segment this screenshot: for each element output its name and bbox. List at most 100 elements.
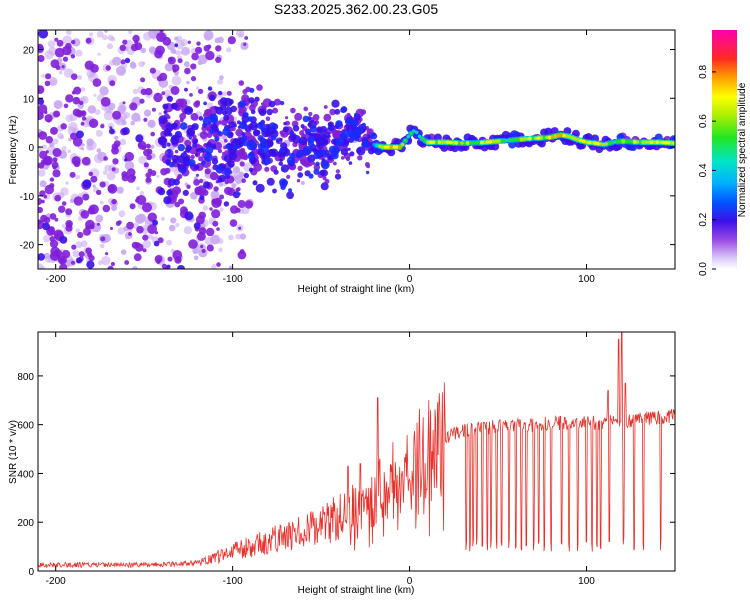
- spectrogram-cell: [610, 140, 614, 145]
- spectrogram-cell: [499, 139, 504, 143]
- spectrogram-cell: [172, 50, 177, 55]
- spectrogram-cell: [129, 203, 136, 210]
- spectrogram-cell: [322, 138, 329, 145]
- spectrogram-cell: [192, 142, 198, 148]
- spectrogram-cell: [349, 133, 357, 141]
- spectrogram-cell: [431, 140, 436, 144]
- spectrogram-cell: [154, 231, 159, 235]
- spectrogram-cell: [61, 65, 65, 69]
- spectrogram-cell: [501, 130, 510, 139]
- spectrogram-cell: [463, 141, 467, 145]
- spectrogram-cell: [126, 221, 134, 230]
- spectrogram-x-axis-label: Height of straight line (km): [298, 284, 415, 295]
- spectrogram-cell: [138, 61, 145, 68]
- spectrogram-cell: [297, 172, 304, 178]
- spectrogram-cell: [450, 144, 459, 153]
- spectrogram-cell: [397, 145, 402, 149]
- spectrogram-cell: [289, 130, 295, 135]
- spectrogram-cell: [107, 184, 116, 193]
- spectrogram-cell: [183, 61, 190, 68]
- spectrogram-cell: [70, 73, 78, 80]
- spectrogram-cell: [184, 67, 191, 75]
- spectrogram-cell: [192, 247, 199, 254]
- spectrogram-cell: [353, 128, 362, 137]
- spectrogram-cell: [288, 188, 293, 193]
- spectrogram-cell: [395, 145, 399, 149]
- spectrogram-cell: [63, 68, 74, 78]
- spectrogram-cell: [130, 43, 139, 52]
- spectrogram-cell: [194, 153, 198, 157]
- spectrogram-cell: [217, 130, 222, 136]
- spectrogram-cell: [348, 161, 353, 165]
- spectrogram-cell: [169, 224, 176, 232]
- spectrogram-cell: [303, 145, 313, 155]
- spectrogram-cell: [43, 216, 51, 224]
- spectrogram-cell: [81, 143, 85, 147]
- spectrogram-cell: [149, 193, 157, 201]
- spectrogram-cell: [38, 197, 43, 206]
- spectrogram-cell: [313, 152, 321, 160]
- spectrogram-cell: [230, 205, 239, 214]
- spectrogram-cell: [149, 67, 156, 74]
- spectrogram-cell: [110, 227, 113, 230]
- spectrogram-cell: [136, 195, 147, 205]
- spectrogram-cell: [65, 94, 74, 103]
- spectrogram-cell: [62, 56, 69, 62]
- spectrogram-cell: [44, 110, 48, 115]
- spectrogram-cell: [618, 139, 623, 144]
- spectrogram-cell: [71, 39, 76, 45]
- spectrogram-cell: [187, 40, 191, 44]
- spectrogram-cell: [302, 115, 310, 123]
- spectrogram-cell: [247, 152, 255, 160]
- spectrogram-cell: [164, 62, 174, 72]
- spectrogram-cell: [454, 141, 459, 145]
- spectrogram-y-tick-label: 0: [28, 143, 34, 154]
- spectrogram-cell: [222, 151, 226, 156]
- snr-axes: -200 -100 0 100 0 200 400 600 800: [17, 332, 675, 587]
- spectrogram-cell: [364, 141, 370, 147]
- spectrogram-cell: [238, 105, 247, 115]
- spectrogram-cell: [280, 184, 286, 191]
- spectrogram-cell: [104, 30, 108, 33]
- spectrogram-cell: [224, 68, 232, 77]
- spectrogram-cell: [186, 129, 192, 135]
- spectrogram-cell: [92, 78, 102, 87]
- spectrogram-cell: [282, 126, 289, 133]
- spectrogram-y-axis-label: Frequency (Hz): [8, 116, 19, 185]
- spectrogram-cell: [70, 54, 76, 59]
- spectrogram-cell: [227, 36, 236, 45]
- spectrogram-cell: [120, 249, 127, 255]
- spectrogram-cell: [85, 219, 95, 230]
- spectrogram-cell: [210, 234, 221, 245]
- spectrogram-cell: [119, 138, 126, 146]
- spectrogram-cell: [190, 63, 197, 70]
- spectrogram-cell: [166, 95, 173, 102]
- spectrogram-cell: [212, 220, 219, 227]
- spectrogram-cell: [494, 139, 498, 144]
- spectrogram-cell: [59, 134, 65, 140]
- spectrogram-cell: [627, 139, 631, 144]
- spectrogram-cell: [174, 71, 179, 76]
- spectrogram-cell: [100, 124, 105, 129]
- spectrogram-cell: [309, 125, 317, 133]
- spectrogram-cell: [491, 139, 495, 144]
- spectrogram-cell: [167, 148, 172, 154]
- colorbar-tick-label: 0.6: [698, 114, 709, 128]
- spectrogram-cell: [140, 47, 146, 54]
- spectrogram-cell: [99, 200, 104, 205]
- spectrogram-cell: [139, 98, 145, 104]
- spectrogram-cell: [241, 178, 246, 183]
- spectrogram-cell: [300, 181, 305, 185]
- spectrogram-cell: [187, 159, 196, 167]
- spectrogram-cell: [134, 214, 145, 224]
- spectrogram-cell: [38, 253, 45, 261]
- spectrogram-x-tick-label: 100: [578, 274, 595, 285]
- spectrogram-cell: [62, 35, 73, 46]
- spectrogram-cell: [181, 169, 186, 174]
- spectrogram-cell: [166, 153, 172, 159]
- spectrogram-cell: [45, 150, 49, 154]
- spectrogram-cell: [244, 200, 253, 209]
- spectrogram-cell: [209, 113, 218, 123]
- spectrogram-cell: [47, 40, 56, 48]
- spectrogram-cell: [182, 189, 189, 196]
